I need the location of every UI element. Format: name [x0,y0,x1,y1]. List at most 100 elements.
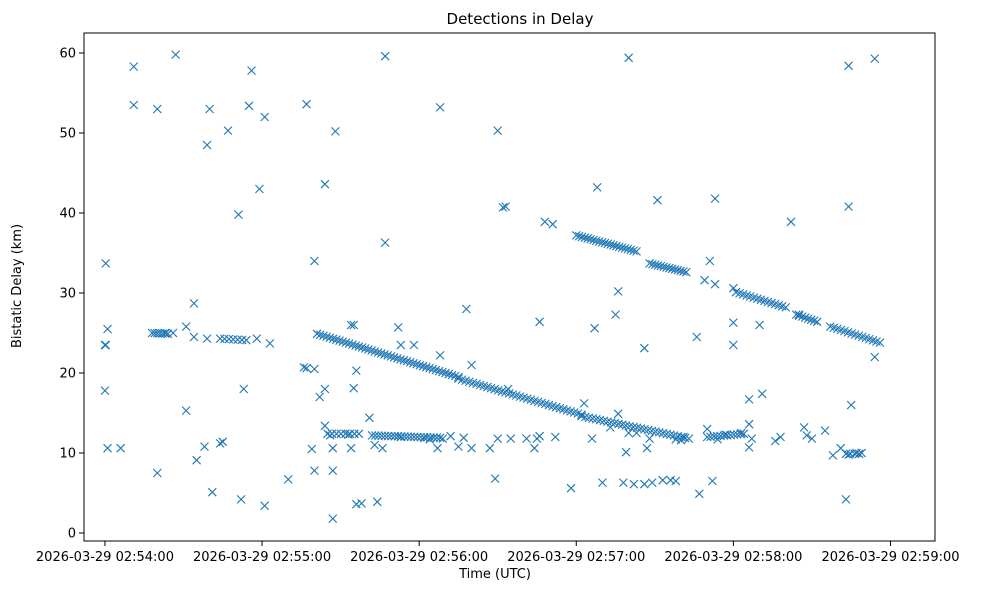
data-point [673,431,683,441]
data-point [237,335,247,345]
data-point [845,449,855,459]
data-point [364,345,373,354]
data-point [346,443,356,453]
data-point [574,231,584,241]
data-point [828,451,838,460]
data-point [315,330,325,340]
data-point [647,478,657,487]
data-point [103,443,112,453]
data-point [632,247,641,256]
data-point [612,241,621,251]
data-point [629,479,639,489]
data-point [310,466,319,475]
data-point [791,310,801,319]
data-point [854,449,864,459]
data-point [370,440,380,450]
data-point [809,316,819,326]
data-point [192,455,201,465]
data-point [351,341,360,350]
data-point [283,475,293,484]
data-point [807,434,817,443]
data-point [617,420,627,430]
data-point [320,421,330,431]
data-point [667,264,677,274]
data-point [850,449,860,459]
data-point [302,99,311,109]
data-point [357,499,366,508]
data-point [586,234,595,244]
data-point [461,304,471,314]
plot-area-frame [83,32,936,542]
data-point [152,468,162,478]
data-point [619,478,628,487]
y-tick-label: 10 [59,447,76,462]
data-point [405,357,415,367]
data-point [747,434,757,443]
data-point [490,474,500,483]
data-point [705,256,715,266]
data-point [659,262,669,272]
data-point [215,439,225,448]
x-tick-label: 2026-03-29 02:58:00 [664,550,802,565]
data-point [202,140,212,150]
data-point [665,430,675,440]
data-point [380,238,390,247]
data-point [609,240,618,250]
data-point [728,318,738,327]
data-point [310,364,319,374]
data-point [454,442,463,451]
data-point [171,50,181,59]
data-point [302,363,311,373]
data-point [580,412,590,422]
data-point [393,431,403,441]
data-point [383,431,393,441]
data-point [702,424,712,434]
data-point [498,203,508,212]
data-point [341,429,350,439]
y-tick-label: 60 [59,47,76,62]
data-point [857,448,867,458]
data-point [310,256,319,266]
data-point [636,424,646,433]
data-point [648,259,657,269]
data-point [433,443,442,453]
data-point [583,234,593,243]
data-point [684,434,694,443]
x-axis: 2026-03-29 02:54:00 2026-03-29 02:55:00 20… [36,541,960,565]
data-point [380,350,389,359]
data-point [820,426,830,435]
data-point [629,246,639,256]
data-point [380,431,390,441]
data-point [459,433,469,443]
data-point [642,443,652,453]
data-point [152,104,162,114]
data-point [645,434,654,443]
data-point [376,349,386,358]
data-point [736,429,745,439]
data-point [380,51,390,61]
data-point [587,434,597,443]
data-point [653,195,662,205]
data-point [776,432,785,442]
data-point [579,399,589,408]
data-point [403,432,413,442]
data-point [841,495,851,504]
x-tick-label: 2026-03-29 02:55:00 [193,550,331,565]
y-tick-label: 40 [59,207,76,222]
data-point [338,337,348,347]
data-point [606,240,616,249]
data-point [396,354,405,364]
data-point [325,333,335,343]
x-tick-label: 2026-03-29 02:56:00 [350,550,488,565]
data-point [239,384,249,394]
data-point [409,358,418,368]
data-point [349,320,359,330]
data-point [662,429,672,439]
data-point [446,431,455,441]
data-point [346,320,356,330]
data-point [315,392,325,402]
data-point [322,332,332,342]
data-point [418,361,428,371]
data-point [870,54,880,63]
data-point [654,428,664,437]
